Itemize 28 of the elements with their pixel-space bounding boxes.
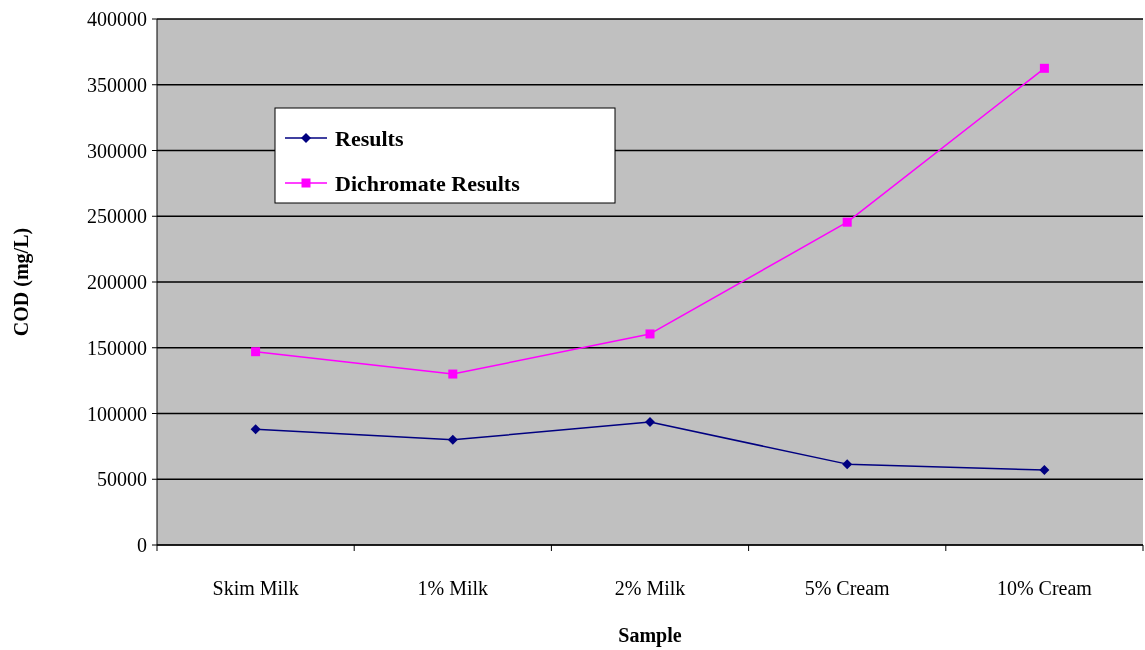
y-tick-label: 150000 [87, 336, 147, 359]
point [448, 369, 458, 379]
point [1039, 465, 1050, 476]
x-tick-label: 10% Cream [996, 577, 1093, 599]
x-tick-label: Skim Milk [212, 577, 299, 599]
y-tick-label: 100000 [87, 402, 147, 425]
point [842, 459, 853, 470]
y-axis-title: COD (mg/L) [10, 227, 33, 337]
y-tick-label: 200000 [87, 271, 147, 293]
point [250, 424, 261, 435]
point [842, 217, 852, 227]
y-tick-label: 400000 [87, 8, 147, 30]
y-tick-label: 300000 [87, 139, 147, 162]
x-tick-label: 2% Milk [614, 577, 686, 599]
legend-label: Results [335, 125, 404, 151]
y-tick-label: 0 [137, 534, 147, 556]
point [645, 417, 655, 428]
y-tick-label: 250000 [87, 205, 147, 228]
point [645, 329, 655, 339]
x-tick-label: 5% Cream [804, 577, 891, 599]
point [251, 347, 261, 357]
y-tick-label: 350000 [87, 73, 147, 96]
legend-label: Dichromate Results [335, 170, 521, 196]
y-tick-label: 50000 [97, 468, 147, 491]
point [1039, 63, 1049, 73]
x-tick-label: 1% Milk [417, 577, 489, 599]
x-axis-title: Sample [618, 624, 682, 647]
point [447, 434, 458, 445]
